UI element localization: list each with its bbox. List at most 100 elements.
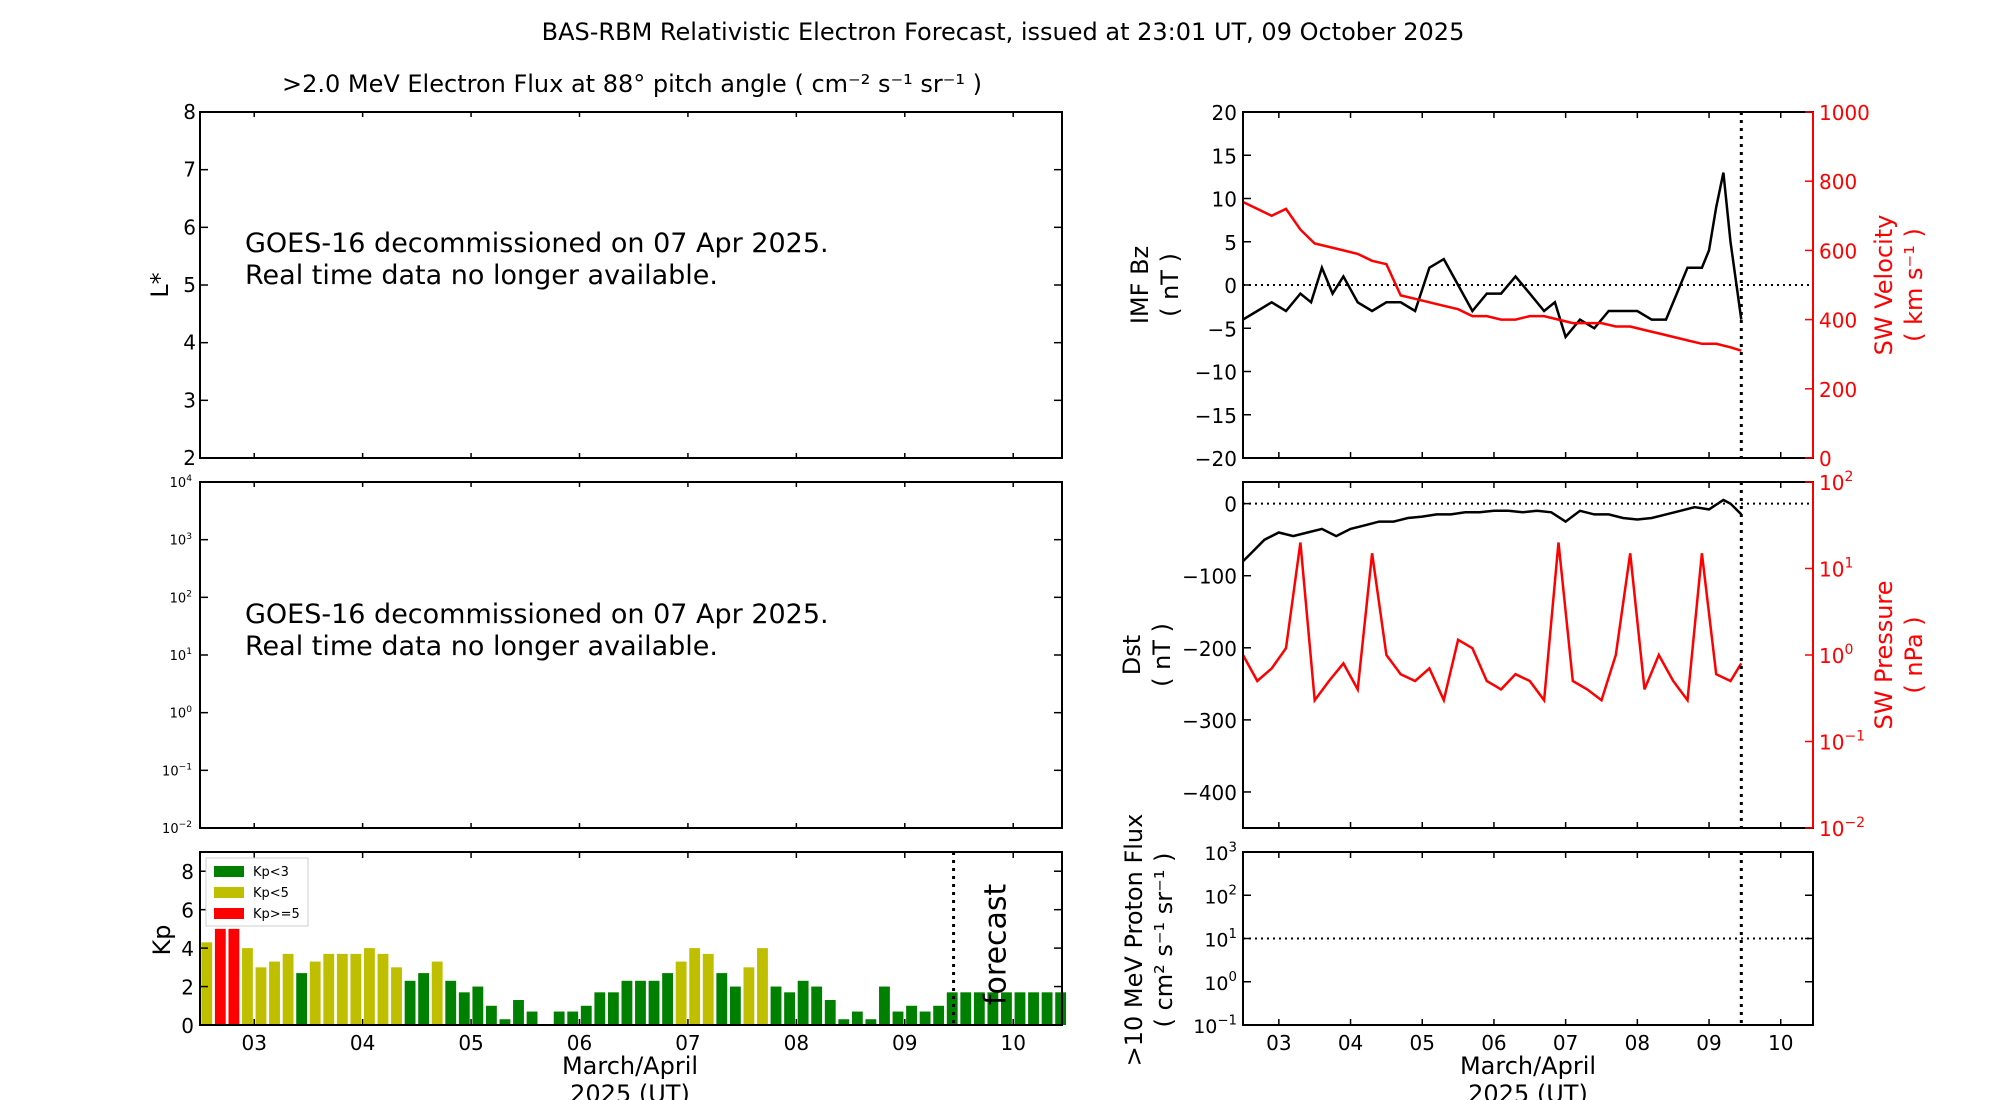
kp-bar <box>228 928 240 1025</box>
kp-bar <box>946 992 958 1025</box>
imf-ytick-label: 5 <box>1224 231 1237 255</box>
lstar-ytick-label: 6 <box>183 215 196 239</box>
kp-bar <box>242 948 253 1025</box>
kp-bar <box>567 1011 579 1025</box>
proton-ylabel: >10 MeV Proton Flux <box>1120 814 1148 1067</box>
kp-xtick-label: 06 <box>567 1031 592 1055</box>
kp-bar <box>431 961 443 1025</box>
imf-panel: −20 −15 −10 −5 0 5 10 15 20 0 200 400 600 800 1000 IM… <box>1126 101 1928 471</box>
imf-ytick-label: 15 <box>1212 144 1237 168</box>
kp-bar <box>1028 992 1039 1025</box>
kp-bar <box>282 953 294 1025</box>
imf-ytick-label: −15 <box>1195 404 1237 428</box>
kp-ytick-label: 6 <box>181 899 194 923</box>
right-xtick-label: 05 <box>1410 1031 1435 1055</box>
kp-bar <box>309 961 321 1025</box>
kp-bar <box>499 1019 511 1025</box>
kp-xtick-label: 08 <box>784 1031 809 1055</box>
kp-bar <box>350 953 362 1025</box>
proton-ytick-label: 101 <box>1204 927 1237 952</box>
kp-bar <box>553 1011 565 1025</box>
imf-ytick-label: −20 <box>1195 447 1237 471</box>
kp-bar <box>214 928 226 1025</box>
right-xtick-label: 06 <box>1481 1031 1506 1055</box>
lstar-ytick-label: 7 <box>183 158 196 182</box>
flux-ytick-label: 101 <box>170 647 192 664</box>
sw-pressure-ytick-label: 10−2 <box>1819 815 1865 841</box>
proton-ytick-label: 100 <box>1204 970 1237 995</box>
kp-bar <box>729 986 741 1025</box>
kp-bar <box>933 1005 945 1025</box>
kp-bar <box>485 1005 497 1025</box>
flux-message-line1: GOES-16 decommissioned on 07 Apr 2025. <box>245 599 829 630</box>
kp-bar <box>973 992 985 1025</box>
kp-legend-label-high: Kp>=5 <box>253 907 300 922</box>
kp-bar <box>797 980 809 1025</box>
kp-x-axis: 03 04 05 06 07 08 09 10 <box>241 852 1026 1055</box>
proton-ytick-label: 103 <box>1204 840 1237 865</box>
kp-ytick-label: 4 <box>181 937 194 961</box>
kp-xtick-label: 10 <box>1000 1031 1025 1055</box>
imf-ytick-label: 10 <box>1212 188 1237 212</box>
kp-bar <box>594 992 606 1025</box>
kp-xtick-label: 09 <box>892 1031 917 1055</box>
kp-bar <box>418 973 430 1025</box>
kp-ytick-label: 8 <box>181 860 194 884</box>
kp-bar <box>689 948 701 1025</box>
lstar-panel: >2.0 MeV Electron Flux at 88° pitch angl… <box>146 70 1063 470</box>
lstar-ytick-label: 5 <box>183 273 196 297</box>
flux-ytick-label: 104 <box>170 474 193 491</box>
kp-bar <box>743 967 755 1025</box>
kp-bar <box>445 980 457 1025</box>
kp-bar <box>391 967 402 1025</box>
kp-ylabel: Kp <box>148 925 176 956</box>
kp-ytick-label: 2 <box>181 976 194 1000</box>
sw-velocity-ytick-label: 1000 <box>1819 101 1870 125</box>
sw-velocity-ytick-label: 0 <box>1819 447 1832 471</box>
kp-bar <box>201 942 213 1025</box>
kp-bar <box>960 992 972 1025</box>
kp-xlabel-line2: 2025 (UT) <box>570 1080 690 1100</box>
sw-velocity-ytick-label: 600 <box>1819 239 1857 263</box>
kp-bar <box>404 980 416 1025</box>
dst-ytick-label: 0 <box>1224 493 1237 517</box>
kp-xtick-label: 05 <box>458 1031 483 1055</box>
kp-bar <box>607 992 619 1025</box>
dst-plot-frame <box>1242 481 1814 829</box>
flux-ytick-label: 10−2 <box>162 820 192 837</box>
flux-ytick-label: 10−1 <box>162 762 192 779</box>
flux-title: >2.0 MeV Electron Flux at 88° pitch angl… <box>282 70 982 98</box>
flux-y-axis: 10−2 10−1 100 101 102 103 104 <box>162 474 1062 837</box>
kp-bar <box>851 1011 863 1025</box>
proton-ylabel-unit: ( cm² s⁻¹ sr⁻¹ ) <box>1150 853 1178 1028</box>
kp-forecast-label: forecast <box>979 883 1014 1005</box>
sw-pressure-ytick-label: 101 <box>1819 556 1853 582</box>
kp-xtick-label: 04 <box>350 1031 375 1055</box>
kp-bar <box>580 1005 592 1025</box>
flux-message-line2: Real time data no longer available. <box>245 631 718 662</box>
right-xtick-label: 07 <box>1553 1031 1578 1055</box>
sw-pressure-ytick-label: 10−1 <box>1819 729 1865 755</box>
sw-pressure-ylabel: SW Pressure <box>1870 580 1898 729</box>
kp-bar <box>770 986 782 1025</box>
kp-bar <box>1055 992 1067 1025</box>
dst-ytick-label: −100 <box>1182 565 1237 589</box>
kp-bars <box>201 928 1067 1025</box>
imf-ytick-label: 20 <box>1212 101 1237 125</box>
kp-bar <box>458 992 470 1025</box>
sw-velocity-ylabel-unit: ( km s⁻¹ ) <box>1900 228 1928 342</box>
kp-bar <box>824 1000 836 1025</box>
sw-pressure-ytick-label: 102 <box>1819 469 1853 495</box>
kp-bar <box>377 953 389 1025</box>
sw-velocity-ytick-label: 200 <box>1819 378 1857 402</box>
imf-ytick-label: −10 <box>1195 361 1237 385</box>
kp-legend-label-low: Kp<3 <box>253 865 289 880</box>
kp-legend-swatch-mid <box>214 887 244 898</box>
kp-bar <box>635 980 646 1025</box>
flux-ytick-label: 102 <box>170 589 192 606</box>
right-xtick-label: 04 <box>1338 1031 1363 1055</box>
dst-ylabel-unit: ( nT ) <box>1148 623 1176 687</box>
sw-velocity-ytick-label: 800 <box>1819 170 1857 194</box>
